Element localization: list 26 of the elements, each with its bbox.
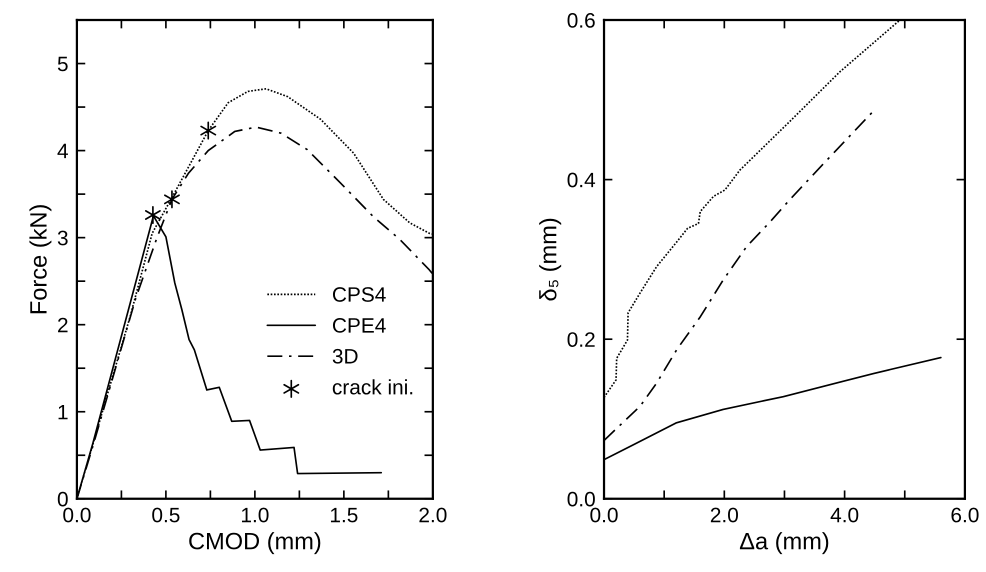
legend-label: CPE4 bbox=[332, 318, 386, 333]
y-tick-label: 2 bbox=[58, 318, 68, 332]
x-axis-title: Δa (mm) bbox=[740, 532, 828, 554]
x-tick-label: 2.0 bbox=[419, 508, 447, 522]
y-axis-title: δ₅ (mm) bbox=[539, 218, 562, 301]
x-tick-label: 0.5 bbox=[152, 508, 180, 522]
y-axis-title: Force (kN) bbox=[29, 205, 52, 314]
x-tick-label: 6.0 bbox=[951, 508, 979, 522]
legend-label: 3D bbox=[332, 348, 358, 364]
y-tick-label: 0.2 bbox=[568, 332, 595, 347]
legend-label: CPS4 bbox=[332, 287, 386, 302]
y-tick-label: 0 bbox=[58, 492, 68, 507]
x-tick-label: 1.0 bbox=[242, 508, 269, 522]
x-tick-label: 1.5 bbox=[330, 508, 358, 522]
y-tick-label: 5 bbox=[58, 56, 68, 72]
y-tick-label: 0.4 bbox=[568, 172, 596, 188]
x-axis-title: CMOD (mm) bbox=[189, 532, 320, 554]
y-tick-label: 1 bbox=[58, 404, 68, 420]
x-tick-label: 4.0 bbox=[830, 508, 858, 522]
x-tick-label: 0.0 bbox=[590, 508, 618, 522]
y-tick-label: 0.6 bbox=[568, 13, 595, 28]
y-tick-label: 0.0 bbox=[568, 492, 595, 507]
y-tick-label: 3 bbox=[58, 230, 68, 246]
legend-label: crack ini. bbox=[332, 379, 412, 395]
x-tick-label: 2.0 bbox=[710, 508, 738, 522]
y-tick-label: 4 bbox=[57, 144, 68, 158]
